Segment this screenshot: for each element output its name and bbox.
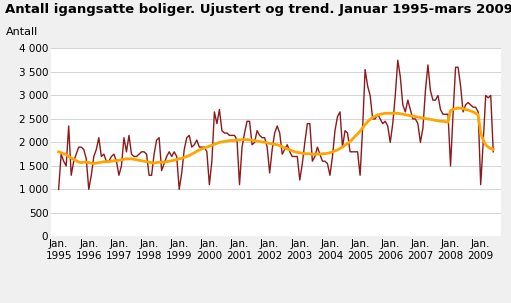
Antall boliger, trend <box>103 160 109 164</box>
Antall boliger, trend <box>455 106 461 110</box>
Antall boliger, ujustert <box>73 152 79 156</box>
Antall boliger, trend <box>344 142 351 145</box>
Antall boliger, ujustert <box>56 188 62 191</box>
Antall boliger, trend <box>91 162 97 165</box>
Antall boliger, trend <box>73 159 79 162</box>
Antall boliger, ujustert <box>101 152 107 156</box>
Text: Antall: Antall <box>6 27 38 37</box>
Line: Antall boliger, ujustert: Antall boliger, ujustert <box>59 60 493 189</box>
Antall boliger, ujustert <box>490 150 496 154</box>
Line: Antall boliger, trend: Antall boliger, trend <box>59 108 493 164</box>
Text: Antall igangsatte boliger. Ujustert og trend. Januar 1995-mars 2009: Antall igangsatte boliger. Ujustert og t… <box>5 3 511 16</box>
Antall boliger, ujustert <box>377 117 383 121</box>
Antall boliger, trend <box>490 148 496 151</box>
Antall boliger, ujustert <box>394 58 401 62</box>
Antall boliger, trend <box>56 150 62 154</box>
Antall boliger, trend <box>61 152 67 155</box>
Antall boliger, trend <box>292 150 298 154</box>
Antall boliger, ujustert <box>61 159 67 163</box>
Antall boliger, trend <box>380 112 386 115</box>
Antall boliger, ujustert <box>289 155 295 158</box>
Antall boliger, ujustert <box>342 129 348 132</box>
